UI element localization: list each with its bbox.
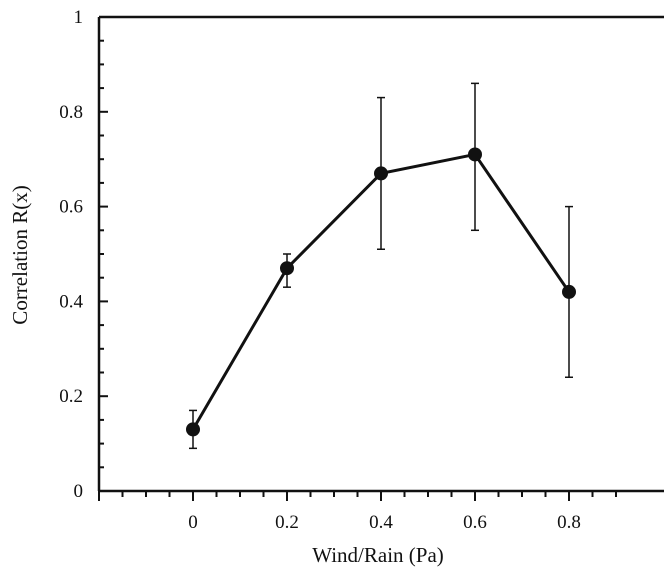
x-tick-label: 0.6 [463,512,487,533]
data-point [374,166,388,181]
data-point [186,422,200,437]
x-tick-label: 0.2 [275,512,299,533]
y-axis-title: Correlation R(x) [8,185,32,324]
y-tick-label: 1 [74,7,84,28]
ticks [98,16,617,501]
data-point [280,261,294,276]
y-tick-label: 0 [74,481,84,502]
x-tick-label: 0.4 [369,512,393,533]
y-tick-label: 0.2 [59,386,83,407]
data-point [562,284,576,299]
x-tick-label: 0.8 [557,512,581,533]
series-layer [186,82,576,450]
y-tick-label: 0.4 [59,291,83,312]
tick-labels: 0 0.2 0.4 0.6 0.8 1 0 0.2 0.4 0.6 0.8 [59,7,581,533]
y-tick-label: 0.8 [59,102,83,123]
plot-frame [97,15,664,493]
x-axis-title: Wind/Rain (Pa) [312,543,444,567]
x-tick-label: 0 [188,512,198,533]
y-tick-label: 0.6 [59,197,83,218]
data-point [468,147,482,162]
